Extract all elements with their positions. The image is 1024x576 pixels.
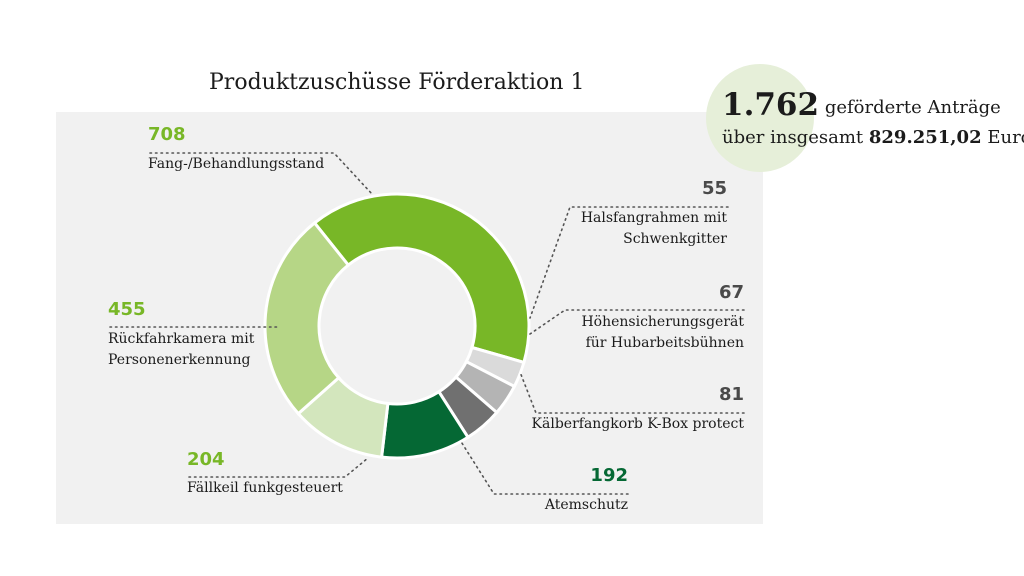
category-label-atemschutz: Atemschutz [544, 497, 628, 513]
data-label-value-atemschutz: 192 [590, 465, 628, 486]
total-prefix: über insgesamt [722, 127, 864, 148]
data-label-value-hoehensicherungsgeraet-fuer-hubarbeitsbuehnen: 67 [719, 282, 744, 303]
chart-title: Produktzuschüsse Förderaktion 1 [209, 70, 585, 95]
summary-text: 1.762 geförderte Anträge über insgesamt … [722, 90, 1024, 153]
leader-line-atemschutz [459, 439, 629, 495]
category-label-rueckfahrkamera-mit-personenerkennung: Rückfahrkamera mit Personenerkennung [108, 331, 255, 368]
leader-line-halsfangrahmen-mit-schwenkgitter [529, 206, 729, 319]
leader-line-faellkeil-funkgesteuert [188, 457, 369, 478]
application-count: 1.762 [722, 87, 820, 123]
data-label-value-kaelberfangkorb-k-box-protect: 81 [719, 384, 744, 405]
data-label-value-faellkeil-funkgesteuert: 204 [187, 449, 225, 470]
category-label-faellkeil-funkgesteuert: Fällkeil funkgesteuert [187, 480, 343, 496]
category-label-hoehensicherungsgeraet-fuer-hubarbeitsbuehnen: Höhensicherungsgerät für Hubarbeitsbühnen [581, 314, 744, 351]
total-suffix: Euro [987, 127, 1024, 148]
summary-bubble [706, 64, 814, 172]
total-amount: 829.251,02 [868, 127, 982, 148]
leader-line-kaelberfangkorb-k-box-protect [519, 371, 745, 414]
data-label-value-rueckfahrkamera-mit-personenerkennung: 455 [108, 299, 146, 320]
leader-line-fang-behandlungsstand [149, 152, 373, 195]
category-label-kaelberfangkorb-k-box-protect: Kälberfangkorb K-Box protect [532, 416, 745, 432]
slice-rueckfahrkamera-mit-personenerkennung [263, 220, 351, 416]
data-label-value-halsfangrahmen-mit-schwenkgitter: 55 [702, 178, 727, 199]
summary-line-2: über insgesamt 829.251,02 Euro [722, 123, 1024, 153]
category-label-fang-behandlungsstand: Fang-/Behandlungsstand [148, 156, 324, 172]
category-label-halsfangrahmen-mit-schwenkgitter: Halsfangrahmen mit Schwenkgitter [581, 210, 728, 247]
data-label-value-fang-behandlungsstand: 708 [148, 124, 186, 145]
application-count-text: geförderte Anträge [824, 97, 1001, 118]
summary-line-1: 1.762 geförderte Anträge [722, 90, 1024, 123]
slice-fang-behandlungsstand [312, 192, 531, 365]
